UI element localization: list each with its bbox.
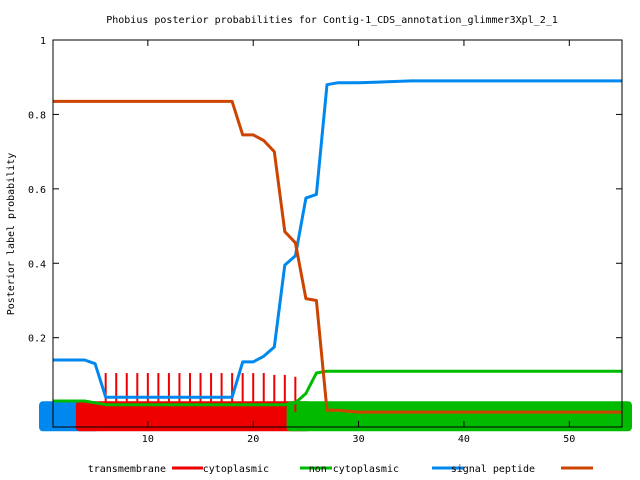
y-tick-label: 1	[40, 36, 46, 47]
axis-ticks: 0.2 0.4 0.6 0.8 1 10 20 30 40 50	[28, 36, 622, 445]
x-tick-label: 10	[142, 434, 154, 445]
y-axis-label: Posterior label probability	[6, 153, 17, 316]
plot-frame	[52, 39, 623, 428]
plot-series	[53, 79, 622, 414]
y-tick-label: 0.8	[28, 110, 46, 121]
legend-label-signal-peptide: signal peptide	[451, 464, 535, 475]
y-tick-label: 0.4	[28, 259, 46, 270]
series-line-non-cytoplasmic	[53, 79, 622, 399]
x-tick-label: 20	[247, 434, 259, 445]
x-tick-label: 30	[353, 434, 365, 445]
series-line-signal-peptide	[53, 99, 622, 414]
legend-label-cytoplasmic: cytoplasmic	[203, 464, 269, 475]
topology-bars	[39, 401, 632, 432]
topology-bar-transmembrane	[75, 401, 311, 432]
chart-title: Phobius posterior probabilities for Cont…	[106, 15, 558, 26]
legend-label-transmembrane: transmembrane	[88, 464, 166, 475]
legend: transmembrane cytoplasmic non cytoplasmic s…	[88, 464, 593, 475]
series-line-cytoplasmic	[53, 369, 622, 407]
legend-label-non-cytoplasmic: non cytoplasmic	[309, 464, 399, 475]
y-tick-label: 0.2	[28, 334, 46, 345]
x-tick-label: 40	[458, 434, 470, 445]
y-tick-label: 0.6	[28, 185, 46, 196]
x-tick-label: 50	[563, 434, 575, 445]
topology-bar-cytoplasmic	[286, 401, 632, 432]
